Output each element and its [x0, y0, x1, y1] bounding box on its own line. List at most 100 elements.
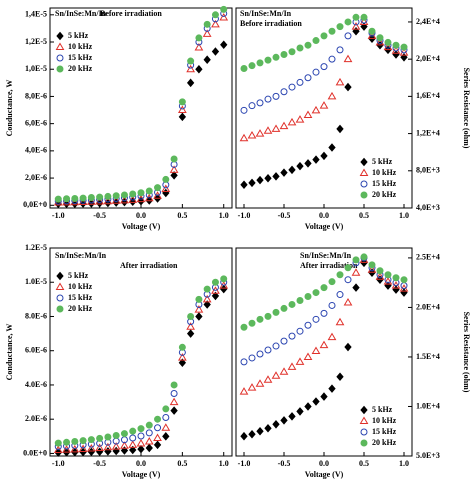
legend-label: 5 kHz	[68, 31, 89, 40]
x-axis-label: Voltage (V)	[305, 470, 344, 479]
data-point	[287, 362, 297, 370]
data-point	[264, 423, 272, 433]
data-point	[336, 291, 344, 299]
legend-marker	[55, 282, 65, 290]
data-point	[194, 42, 204, 51]
data-point	[178, 98, 186, 106]
data-point	[400, 276, 408, 284]
data-point	[383, 277, 393, 285]
y-tick-label: 1.2E-5	[25, 243, 47, 252]
data-point	[327, 332, 337, 341]
data-point	[247, 383, 257, 391]
data-point	[195, 34, 203, 42]
data-point	[256, 175, 264, 185]
data-point	[296, 327, 304, 335]
data-point	[137, 444, 145, 454]
data-point	[211, 291, 220, 301]
legend-marker	[360, 405, 368, 415]
data-point	[320, 392, 328, 401]
data-point	[288, 332, 296, 340]
data-point	[319, 340, 329, 349]
data-point	[375, 272, 385, 280]
data-point	[279, 121, 289, 130]
data-point	[335, 317, 345, 326]
data-point	[295, 115, 305, 123]
y-tick-label: 2.5E+4	[416, 253, 440, 262]
data-point	[54, 439, 62, 447]
data-point	[304, 293, 312, 301]
annotation: After irradiation	[300, 261, 358, 270]
data-point	[137, 189, 145, 197]
data-point	[63, 438, 71, 446]
data-point	[248, 178, 256, 188]
data-point	[96, 434, 104, 442]
data-point	[211, 278, 219, 286]
data-point	[162, 188, 170, 198]
data-point	[328, 278, 336, 286]
legend-marker	[56, 294, 64, 302]
data-point	[271, 371, 281, 379]
data-point	[312, 37, 320, 45]
data-point	[264, 95, 272, 103]
data-point	[144, 436, 154, 445]
data-point	[311, 105, 321, 114]
data-point	[154, 415, 162, 423]
data-point	[239, 387, 249, 395]
data-point	[279, 367, 289, 375]
x-tick-label: -0.5	[278, 211, 291, 220]
x-tick-label: 1.0	[219, 459, 229, 468]
data-point	[211, 47, 220, 56]
data-point	[351, 268, 361, 276]
data-point	[62, 445, 71, 453]
data-point	[203, 55, 211, 64]
data-point	[187, 312, 195, 320]
data-point	[186, 322, 196, 330]
data-point	[352, 26, 360, 36]
data-point	[195, 312, 203, 321]
annotation: Before irradiation	[240, 19, 302, 28]
data-point	[312, 289, 320, 297]
legend-label: 5 kHz	[372, 405, 393, 414]
data-point	[120, 191, 128, 199]
data-point	[304, 321, 312, 329]
y-axis-label: Series Resistance (ohm)	[462, 68, 471, 149]
data-point	[264, 56, 272, 64]
data-point	[272, 53, 280, 61]
data-point	[392, 285, 400, 294]
data-point	[247, 130, 257, 139]
data-point	[359, 17, 369, 25]
data-point	[288, 83, 296, 91]
data-point	[272, 92, 280, 100]
data-point	[62, 197, 71, 206]
data-point	[195, 295, 203, 303]
x-tick-label: 0.0	[319, 211, 329, 220]
x-axis-label: Voltage (V)	[122, 470, 161, 479]
data-point	[263, 375, 273, 383]
legend-label: 10 kHz	[372, 416, 397, 425]
y-tick-label: 2,0E+4	[416, 54, 440, 63]
data-point	[87, 436, 95, 444]
data-point	[71, 194, 79, 202]
data-point	[336, 23, 344, 31]
data-point	[352, 13, 360, 21]
data-point	[153, 433, 162, 442]
y-tick-label: 1,6E+4	[416, 91, 440, 100]
data-point	[120, 430, 128, 438]
data-point	[239, 133, 249, 142]
data-point	[240, 323, 248, 331]
data-point	[178, 112, 187, 122]
data-point	[320, 151, 328, 161]
data-point	[288, 412, 296, 421]
data-point	[162, 432, 170, 441]
data-point	[96, 193, 104, 201]
data-point	[220, 5, 228, 13]
data-point	[352, 256, 360, 264]
data-point	[303, 352, 313, 360]
legend-label: 10 kHz	[372, 168, 397, 177]
data-point	[63, 195, 71, 203]
data-point	[287, 117, 297, 126]
y-tick-label: 2.0E-6	[25, 414, 47, 423]
data-point	[280, 337, 288, 345]
data-point	[162, 175, 170, 183]
